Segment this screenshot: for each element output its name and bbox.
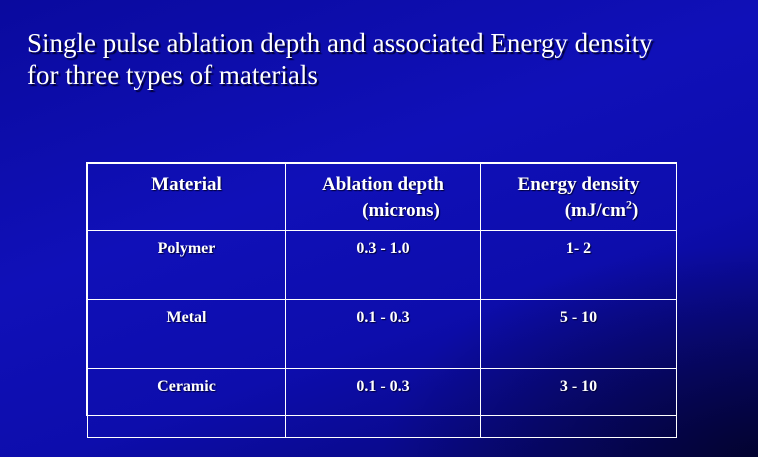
cell-material: Ceramic: [87, 368, 286, 438]
header-energy-line1: Energy density: [517, 174, 640, 195]
cell-ablation-depth: 0.1 - 0.3: [285, 299, 481, 369]
header-ablation-depth: Ablation depth (microns): [285, 163, 481, 231]
cell-energy-density: 3 - 10: [480, 368, 677, 438]
table-row: Polymer 0.3 - 1.0 1- 2: [87, 230, 677, 300]
cell-energy-density: 5 - 10: [480, 299, 677, 369]
cell-material: Polymer: [87, 230, 286, 300]
cell-material: Metal: [87, 299, 286, 369]
header-ablation-line2: (microns): [362, 200, 440, 221]
table-row: Ceramic 0.1 - 0.3 3 - 10: [87, 368, 677, 438]
header-energy-unit: (mJ/cm: [564, 200, 626, 221]
cell-energy-density: 1- 2: [480, 230, 677, 300]
table-header-row: Material Ablation depth (microns) Energy…: [87, 163, 677, 231]
cell-ablation-depth: 0.3 - 1.0: [285, 230, 481, 300]
header-energy-close: ): [631, 200, 639, 221]
materials-table: Material Ablation depth (microns) Energy…: [86, 162, 677, 438]
header-energy-exponent: 2: [625, 197, 632, 212]
header-energy-density: Energy density (mJ/cm2): [480, 163, 677, 231]
slide-title: Single pulse ablation depth and associat…: [27, 28, 653, 90]
table-row: Metal 0.1 - 0.3 5 - 10: [87, 299, 677, 369]
header-energy-line2: (mJ/cm2): [481, 198, 676, 224]
cell-ablation-depth: 0.1 - 0.3: [285, 368, 481, 438]
header-material-label: Material: [151, 174, 222, 195]
header-ablation-line1: Ablation depth: [322, 174, 444, 195]
header-material: Material: [87, 163, 286, 231]
